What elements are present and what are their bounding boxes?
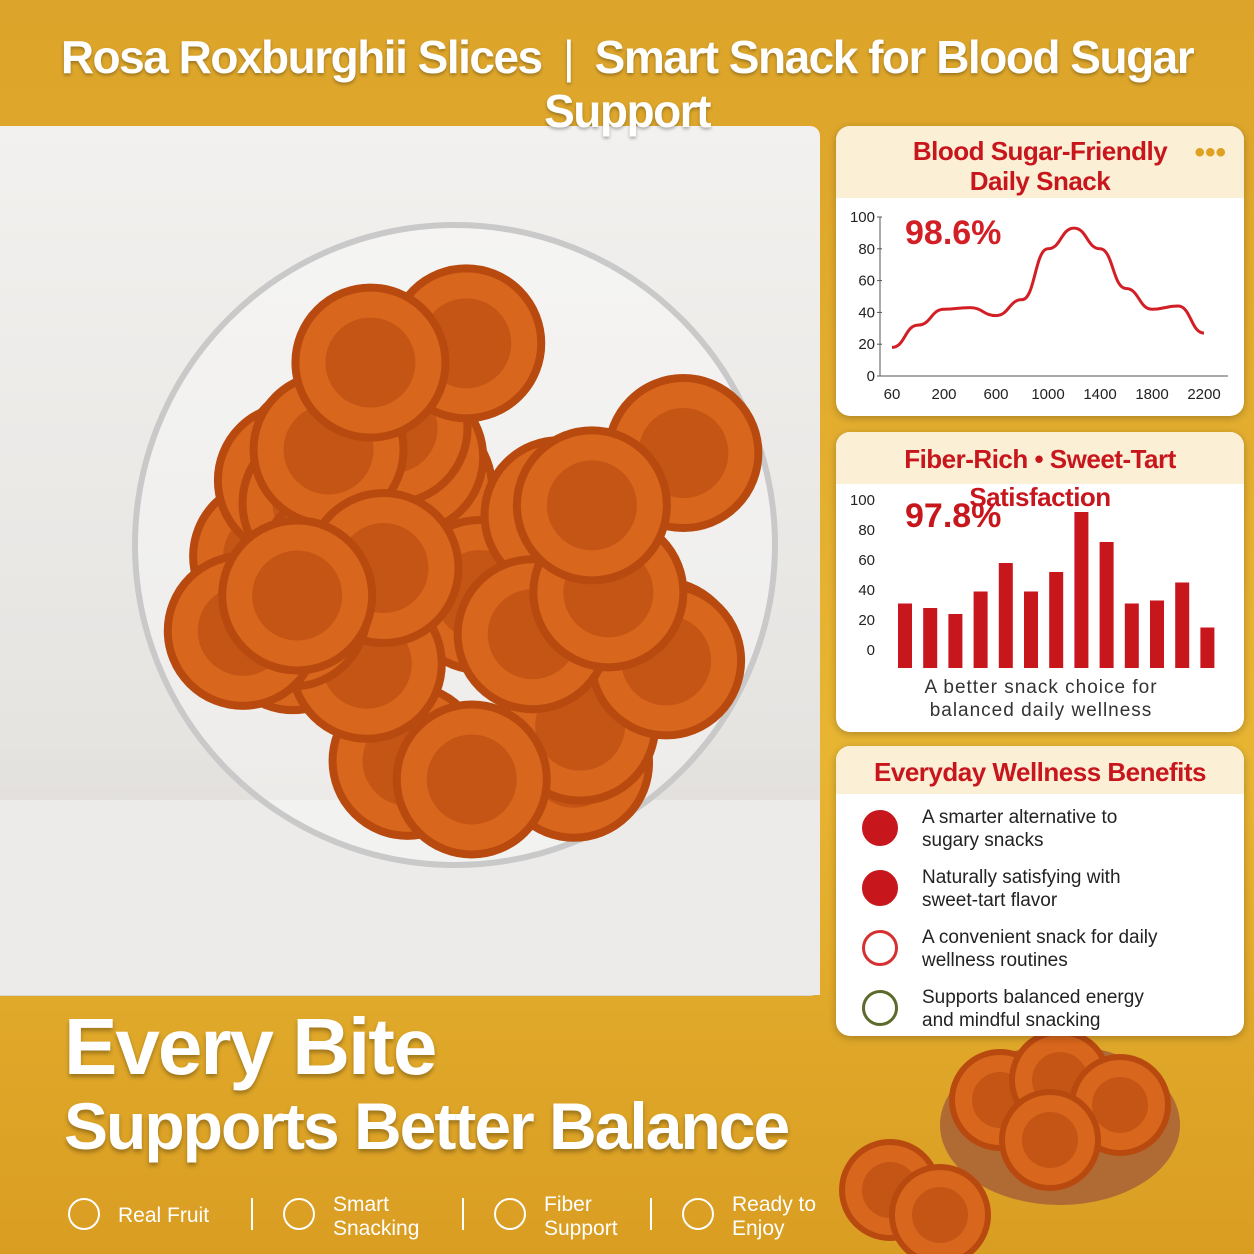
fruit-slice-center — [546, 460, 637, 551]
benefit-text: A convenient snack for daily wellness ro… — [922, 927, 1158, 971]
line-chart-card: Blood Sugar-Friendly Daily Snack ••• — [836, 126, 1244, 416]
feature-icon — [283, 1198, 315, 1230]
fruit-slice-center — [912, 1187, 968, 1243]
benefit-text: Supports balanced energy and mindful sna… — [922, 987, 1144, 1031]
feature-label: Real Fruit — [118, 1204, 210, 1227]
header: Rosa Roxburghii Slices | Smart Snack for… — [60, 31, 1195, 137]
feature-icon — [682, 1198, 714, 1230]
feature-divider — [251, 1198, 253, 1230]
fruit-slice-center — [1022, 1112, 1078, 1168]
fruit-slice-center — [252, 550, 343, 641]
menu-dots: ••• — [1194, 136, 1226, 169]
chart-title: Blood Sugar-Friendly Daily Snack — [836, 126, 1244, 198]
title-right: Smart Snack for Blood Sugar Support — [544, 31, 1195, 137]
headline-line1: Every Bite — [64, 1002, 437, 1091]
bar-chart-card: Fiber-Rich • Sweet-Tart Satisfaction A b… — [836, 432, 1244, 732]
feature-label: Smart Snacking — [333, 1193, 420, 1240]
feature-label: Ready to Enjoy — [732, 1193, 817, 1240]
feature-icon — [68, 1198, 100, 1230]
title-left: Rosa Roxburghii Slices — [60, 31, 543, 83]
fruit-slice-center — [1092, 1077, 1148, 1133]
benefit-text: A smarter alternative to sugary snacks — [922, 807, 1118, 851]
chart-caption: A better snack choice for balanced daily… — [924, 677, 1158, 721]
benefit-icon — [862, 990, 898, 1026]
fruit-slice-center — [325, 317, 416, 408]
fruit-slice-center — [426, 734, 517, 825]
benefit-icon — [862, 930, 898, 966]
benefits-card: Everyday Wellness Benefits A smarter alt… — [836, 746, 1244, 1036]
benefit-icon — [862, 810, 898, 846]
chart-title: Fiber-Rich • Sweet-Tart Satisfaction — [836, 432, 1244, 512]
benefit-text: Naturally satisfying with sweet-tart fla… — [922, 867, 1121, 911]
feature-divider — [650, 1198, 652, 1230]
feature-icon — [494, 1198, 526, 1230]
headline-line2: Supports Better Balance — [64, 1089, 790, 1163]
benefit-icon — [862, 870, 898, 906]
benefits-title: Everyday Wellness Benefits — [836, 746, 1244, 794]
headline: Every Bite Supports Better Balance — [64, 1002, 790, 1164]
feature-label: Fiber Support — [544, 1193, 618, 1240]
feature-divider — [462, 1198, 464, 1230]
